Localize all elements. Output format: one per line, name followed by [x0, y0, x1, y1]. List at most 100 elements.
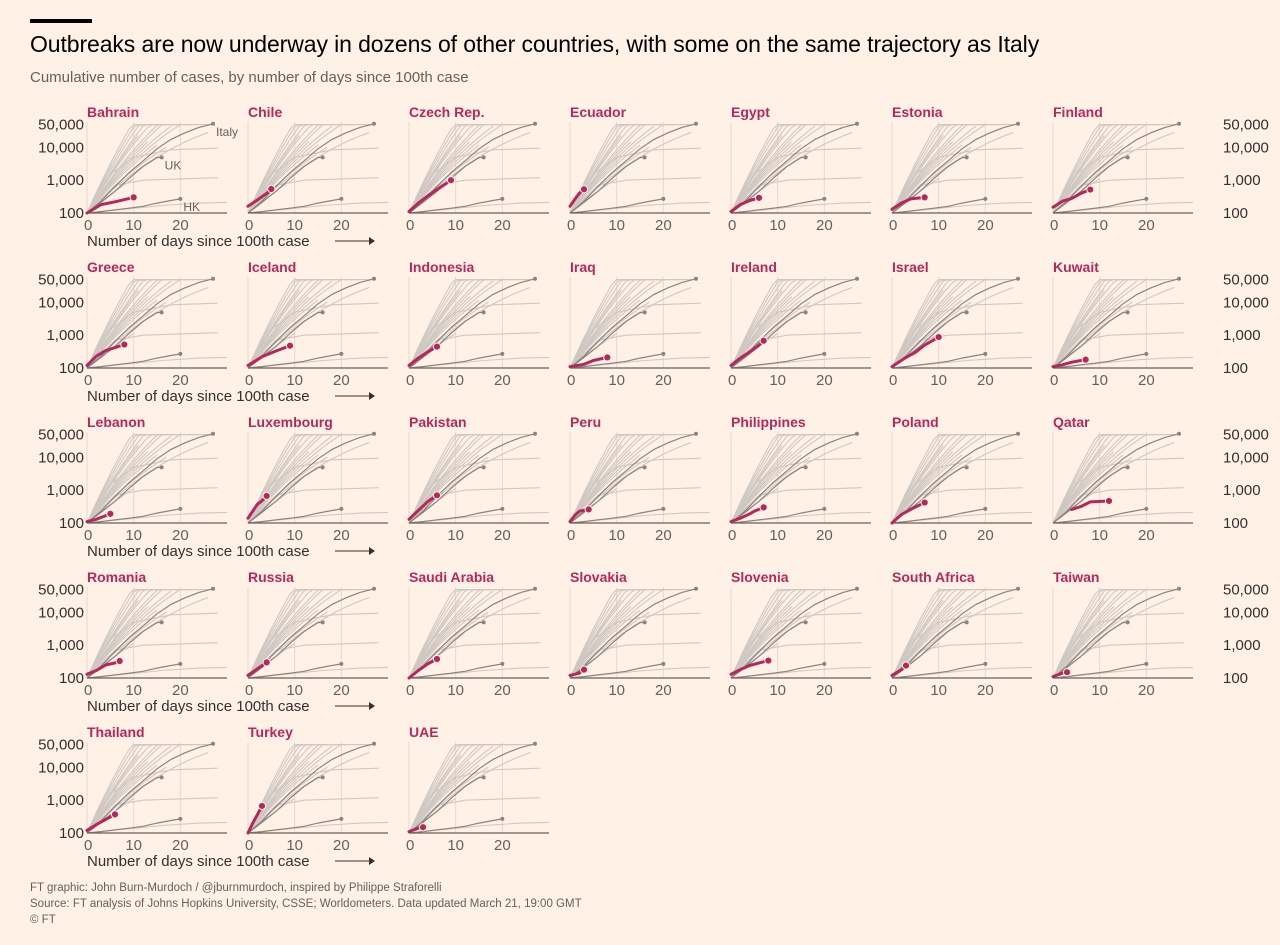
- reference-point-hk: [822, 351, 827, 356]
- series-point-czech-rep: [446, 176, 456, 185]
- reference-point-uk: [803, 465, 808, 470]
- reference-point-italy: [533, 431, 537, 436]
- context-line: [408, 302, 540, 369]
- panel-title-iraq: Iraq: [570, 259, 596, 275]
- context-line: [730, 642, 862, 679]
- y-tick-label-right: 100: [1223, 205, 1248, 222]
- series-line-slovenia: [729, 659, 770, 676]
- context-line: [569, 589, 659, 679]
- reference-point-uk: [159, 310, 164, 315]
- panel-title-kuwait: Kuwait: [1053, 259, 1099, 275]
- reference-line-hk: [86, 508, 181, 524]
- reference-label-hk: HK: [183, 200, 200, 214]
- x-axis-title: Number of days since 100th case: [87, 543, 310, 560]
- panel-iraq: Iraq 0 10 20: [567, 259, 711, 389]
- panel-title-thailand: Thailand: [87, 724, 145, 740]
- reference-point-uk: [320, 465, 325, 470]
- reference-point-uk: [320, 155, 325, 160]
- series-line-iceland: [246, 344, 292, 367]
- reference-point-italy: [855, 431, 859, 436]
- y-tick-label-right: 100: [1223, 515, 1248, 532]
- reference-point-italy: [694, 586, 698, 591]
- series-point-ecuador: [579, 185, 589, 194]
- context-line: [1052, 124, 1142, 214]
- series-line-finland: [1051, 188, 1092, 209]
- context-line: [569, 434, 673, 524]
- panel-title-ireland: Ireland: [731, 259, 777, 275]
- x-tick-label: 0: [84, 217, 92, 234]
- series-point-israel: [934, 332, 943, 342]
- context-line: [247, 435, 333, 524]
- series-line-indonesia: [407, 345, 439, 367]
- y-tick-label: 100: [59, 205, 84, 222]
- reference-point-hk: [983, 506, 988, 511]
- context-line: [730, 435, 816, 524]
- context-line: [86, 147, 218, 214]
- x-tick-label: 20: [172, 682, 189, 699]
- y-tick-label-right: 10,000: [1223, 139, 1269, 156]
- panel-qatar: Qatar 0 10 20 100 1,000 10,000 50,000: [1050, 414, 1269, 544]
- x-tick-label: 10: [286, 527, 303, 544]
- x-tick-label: 20: [816, 372, 833, 389]
- reference-point-italy: [372, 276, 376, 281]
- reference-point-hk: [178, 661, 183, 666]
- context-line: [1052, 279, 1156, 369]
- reference-line-uk: [569, 156, 645, 214]
- y-tick-label: 100: [59, 360, 84, 377]
- reference-line-hk: [86, 353, 181, 369]
- series-line-egypt: [729, 196, 761, 214]
- footer-source: Source: FT analysis of Johns Hopkins Uni…: [30, 898, 582, 910]
- context-line: [730, 356, 872, 369]
- x-tick-label: 10: [769, 217, 786, 234]
- context-line: [247, 764, 319, 834]
- context-line: [891, 124, 981, 214]
- panel-title-indonesia: Indonesia: [409, 259, 475, 275]
- reference-point-italy: [211, 741, 215, 746]
- context-line: [730, 279, 820, 369]
- reference-line-uk: [1052, 311, 1128, 369]
- reference-point-italy: [855, 276, 859, 281]
- y-tick-label: 10,000: [38, 139, 84, 156]
- y-tick-label-right: 50,000: [1223, 582, 1269, 599]
- x-tick-label: 10: [769, 372, 786, 389]
- x-tick-label: 0: [567, 372, 575, 389]
- context-line: [891, 302, 1023, 369]
- context-line: [891, 612, 1023, 679]
- context-line: [891, 144, 963, 214]
- reference-line-hk: [569, 353, 664, 369]
- context-line: [247, 332, 379, 369]
- y-tick-label-right: 100: [1223, 360, 1248, 377]
- reference-point-italy: [1177, 586, 1181, 591]
- x-tick-label: 0: [889, 682, 897, 699]
- x-tick-label: 0: [567, 682, 575, 699]
- panel-title-saudi-arabia: Saudi Arabia: [409, 569, 494, 585]
- x-tick-label: 20: [172, 217, 189, 234]
- x-tick-label: 20: [494, 217, 511, 234]
- reference-point-italy: [1177, 431, 1181, 436]
- context-line: [891, 435, 977, 524]
- reference-line-italy: [408, 588, 536, 679]
- context-line: [1052, 609, 1124, 679]
- context-line: [408, 147, 540, 214]
- context-line: [86, 745, 172, 834]
- context-line: [408, 764, 480, 834]
- x-tick-label: 20: [494, 682, 511, 699]
- reference-point-hk: [178, 196, 183, 201]
- x-tick-label: 10: [125, 372, 142, 389]
- reference-line-hk: [408, 663, 503, 679]
- series-point-lebanon: [106, 509, 115, 518]
- context-line: [86, 764, 158, 834]
- x-axis-arrow-head: [369, 237, 375, 245]
- context-line: [86, 124, 176, 214]
- context-line: [569, 666, 711, 679]
- y-tick-label-right: 10,000: [1223, 449, 1269, 466]
- context-line: [1052, 454, 1124, 524]
- context-line: [408, 666, 550, 679]
- reference-line-italy: [408, 433, 536, 524]
- series-point-iceland: [285, 341, 295, 350]
- x-tick-label: 20: [977, 682, 994, 699]
- context-line: [247, 589, 351, 679]
- panel-israel: Israel 0 10 20: [889, 259, 1033, 389]
- panel-title-chile: Chile: [248, 104, 282, 120]
